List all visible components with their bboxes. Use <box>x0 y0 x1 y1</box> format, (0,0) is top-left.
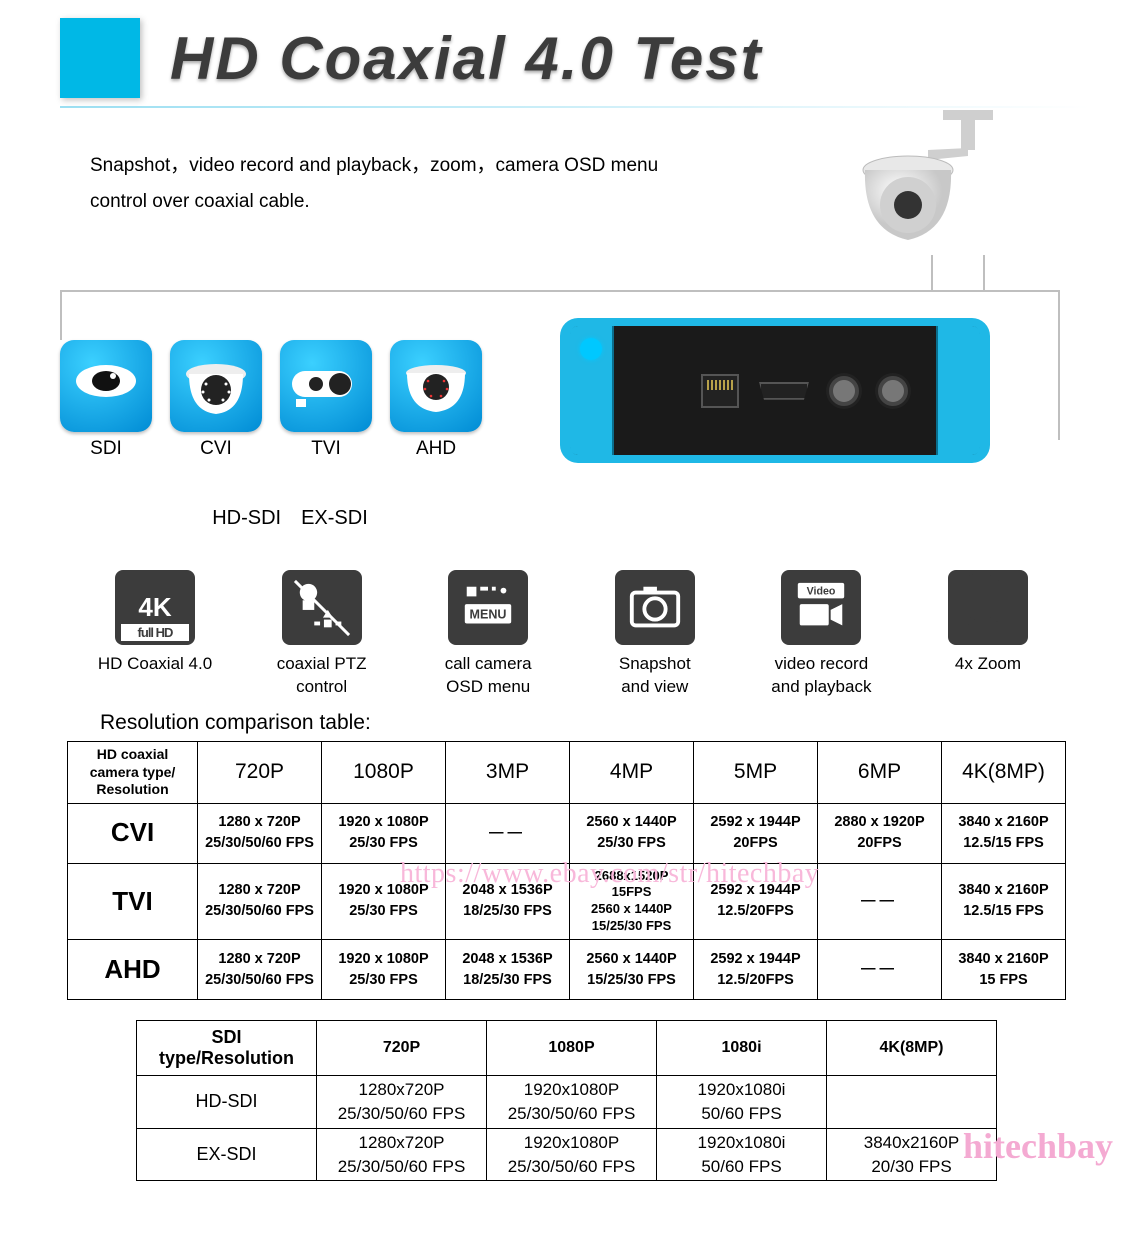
table-row-header: HD-SDI <box>137 1076 317 1129</box>
feature-row: 4Kfull HD HD Coaxial 4.0 coaxial PTZcont… <box>80 560 1063 699</box>
video-record-icon: Video <box>781 570 861 645</box>
4k-hd-icon: 4Kfull HD <box>115 570 195 645</box>
feature-video: Video video recordand playback <box>746 570 896 699</box>
table-cell: 3840 x 2160P12.5/15 FPS <box>942 803 1066 863</box>
zoom-icon <box>948 570 1028 645</box>
table-cell: —— <box>818 863 942 940</box>
table-header: SDI type/Resolution <box>137 1021 317 1076</box>
ptz-control-icon <box>282 570 362 645</box>
table-cell: 1280x720P25/30/50/60 FPS <box>317 1076 487 1129</box>
rj45-port-icon <box>701 374 739 408</box>
table-cell: 2688x1520P 15FPS2560 x 1440P15/25/30 FPS <box>570 863 694 940</box>
table-cell: 3840 x 2160P12.5/15 FPS <box>942 863 1066 940</box>
table-cell: 2592 x 1944P12.5/20FPS <box>694 863 818 940</box>
page-title: HD Coaxial 4.0 Test <box>170 24 763 93</box>
header-square-icon <box>60 18 140 98</box>
table-row-header: CVI <box>68 803 198 863</box>
table-cell: 2592 x 1944P12.5/20FPS <box>694 940 818 1000</box>
hdmi-port-icon <box>759 382 809 400</box>
table-cell: 1920 x 1080P25/30 FPS <box>322 803 446 863</box>
table-cell: 1280x720P25/30/50/60 FPS <box>317 1128 487 1181</box>
table-cell: 1280 x 720P25/30/50/60 FPS <box>198 863 322 940</box>
svg-text:MENU: MENU <box>470 607 507 621</box>
cam-tile-ahd: AHD <box>390 340 482 460</box>
table1-title: Resolution comparison table: <box>100 711 1133 735</box>
sdi-icon <box>60 340 152 432</box>
camera-type-icons: SDI CVI TVI AHD <box>60 340 494 460</box>
cvi-icon <box>170 340 262 432</box>
table-cell: 2560 x 1440P15/25/30 FPS <box>570 940 694 1000</box>
cam-tile-sdi: SDI <box>60 340 152 460</box>
osd-menu-icon: MENU <box>448 570 528 645</box>
ahd-icon <box>390 340 482 432</box>
bnc-port-icon <box>829 376 859 406</box>
table-row-header: EX-SDI <box>137 1128 317 1181</box>
sdi-table: SDI type/Resolution720P1080P1080i4K(8MP)… <box>136 1020 997 1181</box>
tvi-icon <box>280 340 372 432</box>
page-header: HD Coaxial 4.0 Test <box>0 0 1133 98</box>
table-cell: 3840x2160P20/30 FPS <box>827 1128 997 1181</box>
cam-tile-tvi: TVI <box>280 340 372 460</box>
feature-ptz: coaxial PTZcontrol <box>247 570 397 699</box>
feature-zoom: 4x Zoom <box>913 570 1063 699</box>
table-cell: 1920x1080P25/30/50/60 FPS <box>487 1076 657 1129</box>
power-icon <box>580 338 602 360</box>
table-cell: 1920 x 1080P25/30 FPS <box>322 940 446 1000</box>
feature-4k: 4Kfull HD HD Coaxial 4.0 <box>80 570 230 699</box>
table-cell: 2592 x 1944P20FPS <box>694 803 818 863</box>
table-cell: —— <box>446 803 570 863</box>
table-cell: 1280 x 720P25/30/50/60 FPS <box>198 803 322 863</box>
ptz-camera-icon <box>833 110 1003 270</box>
table-cell: —— <box>818 940 942 1000</box>
table-cell: 1920x1080i50/60 FPS <box>657 1128 827 1181</box>
resolution-table: HD coaxial camera type/ Resolution720P10… <box>67 741 1066 1000</box>
cam-tile-cvi: CVI <box>170 340 262 460</box>
table-cell: 1920 x 1080P25/30 FPS <box>322 863 446 940</box>
table-cell: 2560 x 1440P25/30 FPS <box>570 803 694 863</box>
snapshot-icon <box>615 570 695 645</box>
table-cell: 2048 x 1536P18/25/30 FPS <box>446 863 570 940</box>
feature-snapshot: Snapshotand view <box>580 570 730 699</box>
table-row-header: TVI <box>68 863 198 940</box>
table-cell: 1280 x 720P25/30/50/60 FPS <box>198 940 322 1000</box>
table-header: HD coaxial camera type/ Resolution <box>68 742 198 804</box>
table-cell: 2880 x 1920P20FPS <box>818 803 942 863</box>
table-row-header: AHD <box>68 940 198 1000</box>
table-cell: 2048 x 1536P18/25/30 FPS <box>446 940 570 1000</box>
table-cell: 1920x1080P25/30/50/60 FPS <box>487 1128 657 1181</box>
feature-menu: MENU call cameraOSD menu <box>413 570 563 699</box>
tester-device-icon <box>560 318 990 463</box>
connection-diagram: SDI CVI TVI AHD HD-SDI EX-SDI <box>60 200 1133 560</box>
sdi-subtypes: HD-SDI EX-SDI <box>60 507 520 530</box>
bnc-port-icon <box>878 376 908 406</box>
header-rule <box>60 106 1090 108</box>
table-cell: 3840 x 2160P15 FPS <box>942 940 1066 1000</box>
table-cell: 1920x1080i50/60 FPS <box>657 1076 827 1129</box>
svg-text:Video: Video <box>807 585 836 597</box>
table-cell <box>827 1076 997 1129</box>
